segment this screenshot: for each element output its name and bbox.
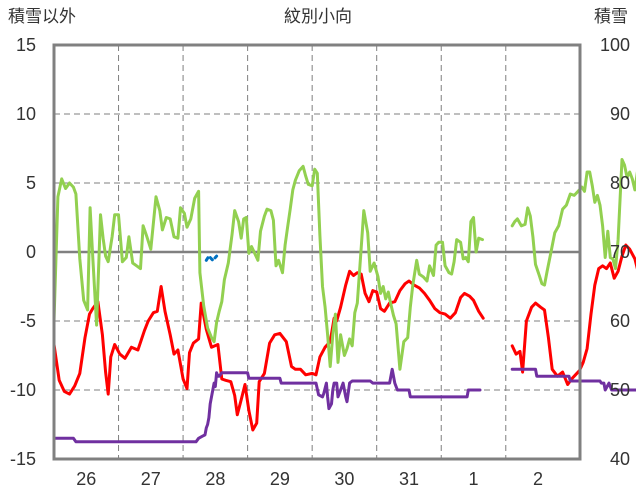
x-tick-label: 2 [533, 469, 543, 489]
right-tick-label: 50 [610, 380, 630, 400]
left-tick-label: -10 [10, 380, 36, 400]
series-line-2 [510, 367, 636, 392]
left-tick-label: 5 [26, 173, 36, 193]
series-line-0 [510, 243, 636, 386]
series-line-1 [510, 158, 636, 287]
left-tick-label: 10 [16, 104, 36, 124]
left-tick-label: 15 [16, 35, 36, 55]
x-tick-label: 1 [469, 469, 479, 489]
right-tick-label: 100 [600, 35, 630, 55]
right-tick-label: 40 [610, 449, 630, 469]
right-tick-label: 70 [610, 242, 630, 262]
plot-border [52, 43, 582, 461]
right-tick-label: 80 [610, 173, 630, 193]
left-tick-label: -15 [10, 449, 36, 469]
x-tick-label: 29 [270, 469, 290, 489]
x-tick-label: 27 [141, 469, 161, 489]
right-axis-title: 積雪 [594, 7, 628, 27]
x-tick-label: 31 [399, 469, 419, 489]
x-tick-label: 30 [334, 469, 354, 489]
series-line-1 [52, 164, 484, 371]
right-tick-label: 90 [610, 104, 630, 124]
x-tick-label: 28 [205, 469, 225, 489]
left-tick-label: -5 [20, 311, 36, 331]
x-tick-label: 26 [76, 469, 96, 489]
left-axis-ticks: 15 10 5 0 -5 -10 -15 [10, 35, 36, 469]
right-tick-label: 60 [610, 311, 630, 331]
x-axis-ticks: 26 27 28 29 30 31 1 2 [76, 469, 543, 489]
left-tick-label: 0 [26, 242, 36, 262]
series-line-2 [52, 367, 482, 444]
chart-title: 紋別小向 [284, 7, 352, 27]
series-group [52, 158, 636, 444]
series-line-3 [204, 254, 219, 262]
grid [54, 45, 580, 459]
right-axis-ticks: 100 90 80 70 60 50 40 [600, 35, 630, 469]
plot-frame [52, 43, 582, 461]
left-axis-title: 積雪以外 [8, 7, 76, 27]
